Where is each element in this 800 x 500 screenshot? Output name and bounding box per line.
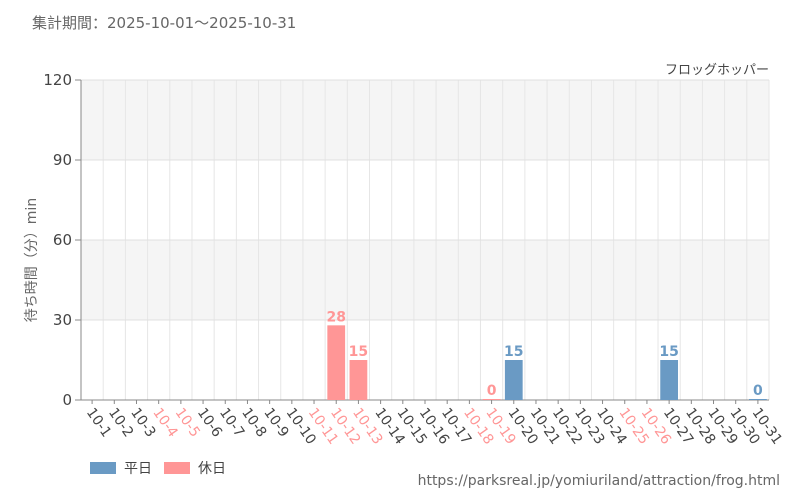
bar-value-label: 0 — [753, 383, 763, 399]
bar — [504, 360, 523, 400]
bar-value-label: 0 — [487, 383, 497, 399]
bar — [482, 399, 501, 400]
legend: 平日 休日 — [90, 458, 226, 478]
plot-band — [81, 160, 769, 240]
y-tick-label: 0 — [62, 391, 72, 409]
legend-item-weekday: 平日 — [90, 458, 152, 478]
plot-band — [81, 240, 769, 320]
period-label: 集計期間：2025-10-01～2025-10-31 — [32, 14, 297, 32]
legend-label-holiday: 休日 — [198, 461, 226, 477]
bar — [349, 360, 368, 400]
legend-item-holiday: 休日 — [164, 458, 226, 478]
legend-label-weekday: 平日 — [124, 461, 152, 477]
plot-band — [81, 80, 769, 160]
y-tick-label: 90 — [53, 151, 72, 169]
bar-value-label: 15 — [504, 344, 523, 360]
legend-swatch-holiday — [164, 462, 190, 474]
y-tick-label: 60 — [53, 231, 72, 249]
y-tick-label: 30 — [53, 311, 72, 329]
plot-band — [81, 320, 769, 400]
legend-swatch-weekday — [90, 462, 116, 474]
source-link[interactable]: https://parksreal.jp/yomiuriland/attract… — [417, 473, 780, 489]
y-axis-title: 待ち時間（分）min — [24, 198, 40, 322]
bar — [327, 325, 346, 400]
y-tick-label: 120 — [43, 71, 72, 89]
attraction-name: フロッグホッパー — [665, 63, 769, 78]
bar-value-label: 28 — [326, 309, 345, 325]
bar-value-label: 15 — [659, 344, 678, 360]
bar — [660, 360, 679, 400]
bar-value-label: 15 — [349, 344, 368, 360]
bar — [749, 399, 767, 400]
